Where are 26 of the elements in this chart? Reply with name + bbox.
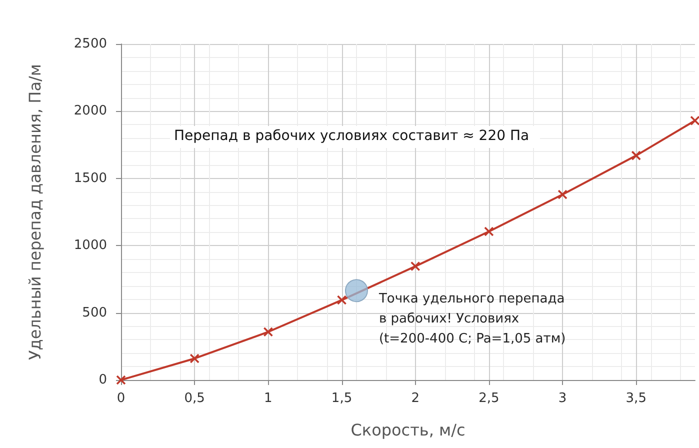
point (690, 116, 699, 126)
y-tick-label: 500 (82, 305, 107, 320)
x-tick-label: 0 (116, 391, 126, 406)
x-tick-label: 3 (558, 391, 567, 406)
point (336, 295, 347, 305)
point (410, 261, 420, 272)
x-tick-label: 1 (264, 391, 272, 406)
point (263, 326, 274, 337)
point (484, 226, 494, 236)
x-axis-title: Скорость, м/с (350, 420, 466, 440)
y-tick-label: 0 (98, 372, 107, 388)
y-tick-label: 1000 (74, 238, 107, 254)
x-tick-label: 2,5 (478, 391, 500, 406)
annotation: Точка удельного перепада в рабочих! Условиях (t=200-400 C; Pa=1,05 атм) (378, 292, 566, 347)
y-tick-label: 2000 (74, 104, 107, 119)
y-tick-label: 1500 (74, 170, 107, 186)
x-tick-label: 0,5 (184, 391, 205, 406)
y-axis-title: Удельный перепад давления, Па/м (26, 64, 44, 360)
x-tick-label: 1,5 (331, 391, 352, 406)
point (631, 150, 642, 160)
x-tick-label: 2 (411, 391, 420, 406)
point (558, 190, 568, 200)
point (190, 354, 200, 364)
y-tick-label: 2500 (74, 36, 107, 52)
x-tick-label: 3,5 (626, 391, 646, 406)
annotation: Перепад в рабочих условиях составит ≈ 220 Па (174, 128, 530, 144)
